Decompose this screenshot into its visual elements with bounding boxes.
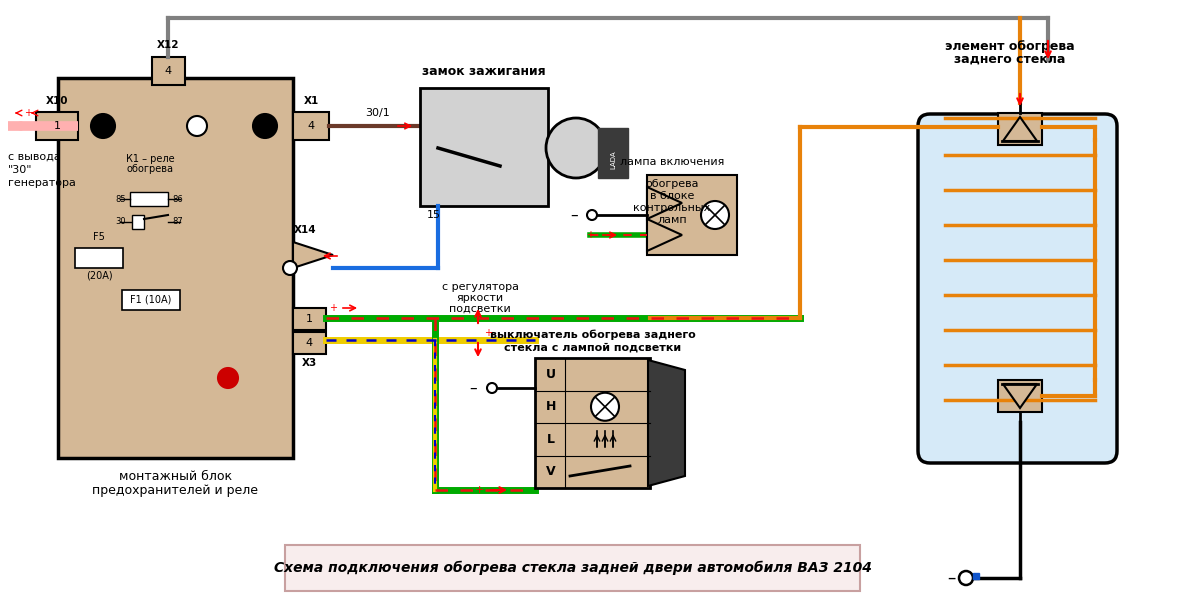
Bar (997, 380, 1042, 412)
Polygon shape (1003, 384, 1038, 408)
Text: К1 – реле: К1 – реле (126, 154, 174, 164)
Text: выключатель обогрева заднего: выключатель обогрева заднего (489, 330, 696, 340)
Text: генератора: генератора (8, 178, 75, 188)
Text: ламп: ламп (657, 215, 687, 225)
Text: X12: X12 (157, 40, 179, 50)
Text: заднего стекла: заднего стекла (954, 53, 1066, 66)
Bar (152, 57, 185, 85)
Bar (37, 112, 78, 140)
Text: с вывода: с вывода (8, 152, 61, 162)
Text: –: – (469, 381, 477, 395)
Circle shape (91, 114, 116, 138)
Text: "30": "30" (8, 165, 33, 175)
Text: 1: 1 (53, 121, 60, 131)
Text: Схема подключения обогрева стекла задней двери автомобиля ВАЗ 2104: Схема подключения обогрева стекла задней… (274, 561, 871, 575)
Circle shape (218, 368, 238, 388)
Bar (75, 248, 123, 268)
Text: 1: 1 (305, 314, 312, 324)
Polygon shape (647, 187, 681, 219)
Bar (130, 192, 167, 206)
Text: монтажный блок: монтажный блок (119, 470, 232, 483)
Text: +: + (586, 230, 594, 240)
Text: 4: 4 (305, 338, 312, 348)
FancyBboxPatch shape (918, 114, 1117, 463)
Text: F1 (10А): F1 (10А) (131, 295, 172, 305)
Polygon shape (1003, 117, 1038, 141)
Bar (285, 545, 859, 591)
Circle shape (487, 383, 498, 393)
Text: +: + (24, 108, 32, 118)
Text: лампа включения: лампа включения (620, 157, 724, 167)
Bar (420, 88, 548, 206)
Text: яркости: яркости (456, 293, 503, 303)
Polygon shape (647, 219, 681, 251)
Text: V: V (546, 466, 555, 478)
Text: 85: 85 (116, 194, 126, 204)
Text: X10: X10 (46, 96, 68, 106)
Text: X3: X3 (302, 358, 317, 368)
Polygon shape (294, 242, 332, 268)
Bar (121, 290, 180, 310)
Circle shape (591, 393, 619, 421)
Circle shape (587, 210, 597, 220)
Bar (647, 175, 737, 255)
Text: +: + (485, 328, 492, 338)
Text: 4: 4 (308, 121, 315, 131)
Text: –: – (948, 569, 956, 587)
Text: элемент обогрева: элемент обогрева (946, 40, 1075, 53)
Bar (294, 332, 327, 354)
Circle shape (253, 114, 277, 138)
Text: обогрева: обогрева (645, 179, 699, 189)
Text: контрольных: контрольных (633, 203, 711, 213)
Text: 4: 4 (164, 66, 172, 76)
Text: 15: 15 (427, 210, 441, 220)
Text: 87: 87 (172, 218, 183, 226)
Text: 86: 86 (172, 194, 183, 204)
Bar (58, 78, 294, 458)
Circle shape (702, 201, 729, 229)
Text: X14: X14 (294, 225, 316, 235)
Polygon shape (648, 360, 685, 486)
Text: подсветки: подсветки (449, 304, 511, 314)
Text: +: + (475, 485, 485, 495)
Circle shape (546, 118, 606, 178)
Text: с регулятора: с регулятора (441, 282, 519, 292)
Text: L: L (547, 433, 555, 446)
Text: 30/1: 30/1 (365, 108, 390, 118)
Circle shape (959, 571, 973, 585)
Circle shape (187, 116, 208, 136)
Bar (294, 308, 327, 330)
Bar (535, 358, 650, 488)
Text: +: + (329, 303, 337, 313)
Text: LADA: LADA (610, 151, 615, 169)
Text: в блоке: в блоке (650, 191, 694, 201)
Bar (997, 113, 1042, 145)
Text: F5: F5 (93, 232, 105, 242)
Bar (973, 573, 979, 579)
Bar (294, 112, 329, 140)
Text: U: U (546, 368, 556, 381)
Text: (20А): (20А) (86, 270, 112, 280)
Bar (132, 215, 144, 229)
Bar (598, 128, 628, 178)
Text: обогрева: обогрева (126, 164, 173, 174)
Text: –: – (571, 207, 578, 223)
Text: предохранителей и реле: предохранителей и реле (92, 484, 258, 497)
Text: 30: 30 (116, 218, 126, 226)
Text: H: H (546, 400, 556, 413)
Text: X1: X1 (303, 96, 318, 106)
Text: замок зажигания: замок зажигания (422, 65, 546, 78)
Circle shape (283, 261, 297, 275)
Text: стекла с лампой подсветки: стекла с лампой подсветки (503, 342, 681, 352)
